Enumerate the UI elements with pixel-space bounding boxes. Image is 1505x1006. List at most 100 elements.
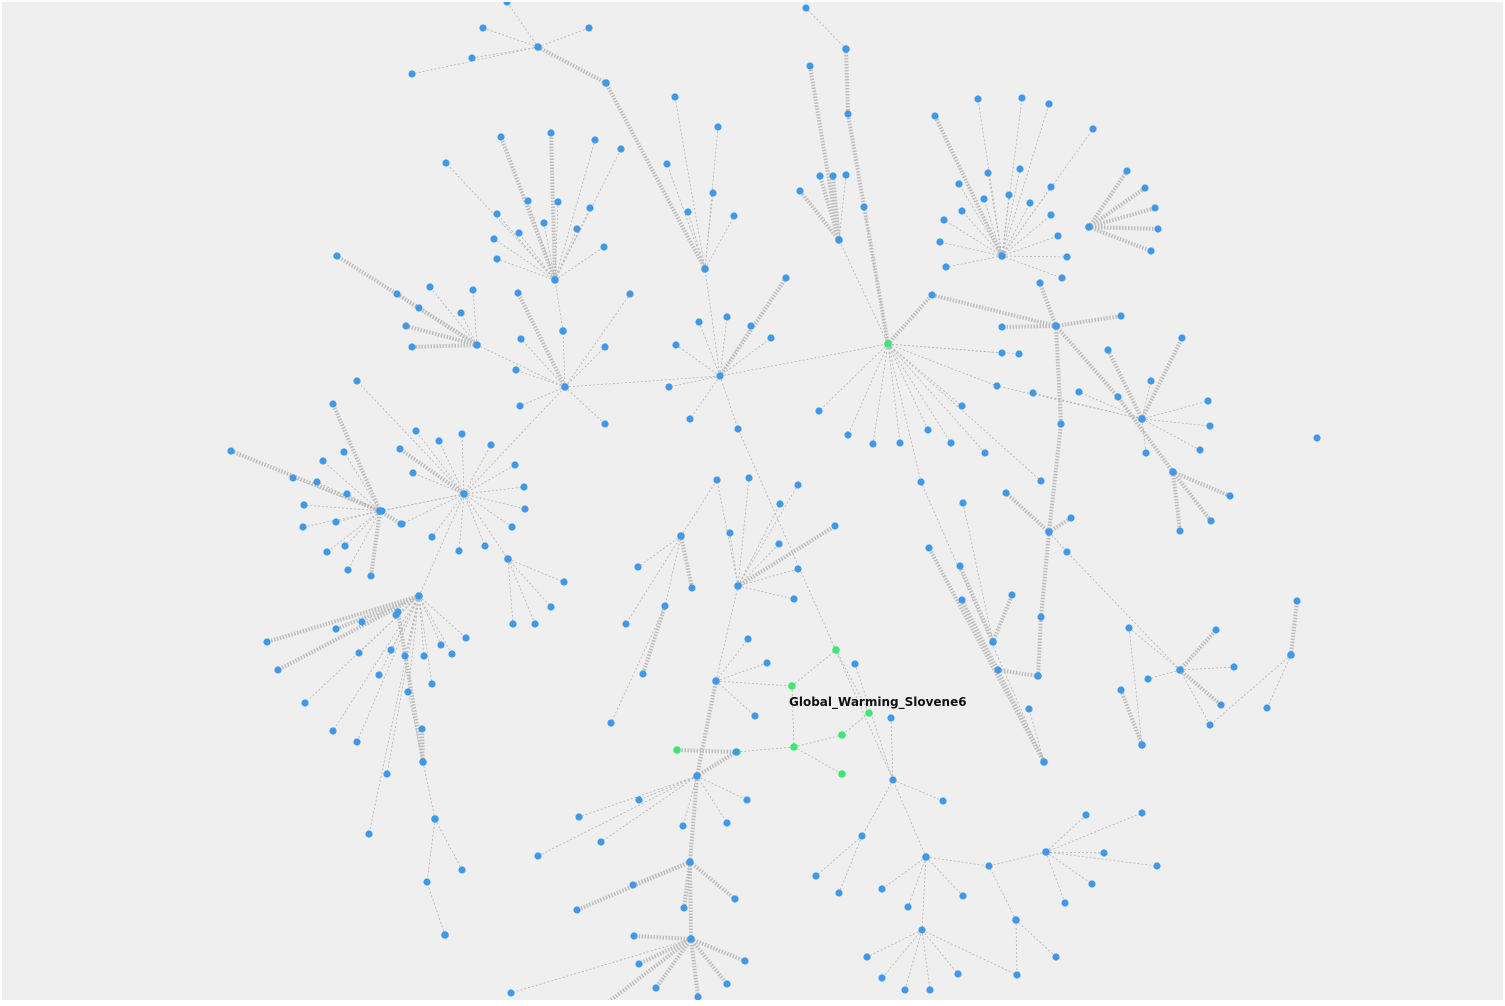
graph-node[interactable] bbox=[838, 731, 846, 739]
graph-node[interactable] bbox=[458, 430, 466, 438]
graph-node[interactable] bbox=[1067, 514, 1075, 522]
graph-node[interactable] bbox=[1085, 223, 1093, 231]
graph-node[interactable] bbox=[980, 195, 988, 203]
graph-node[interactable] bbox=[1036, 279, 1044, 287]
graph-node[interactable] bbox=[313, 478, 321, 486]
graph-node[interactable] bbox=[869, 440, 877, 448]
graph-node[interactable] bbox=[924, 426, 932, 434]
graph-node[interactable] bbox=[387, 646, 395, 654]
graph-node[interactable] bbox=[835, 236, 843, 244]
graph-node[interactable] bbox=[842, 45, 850, 53]
graph-node[interactable] bbox=[1045, 100, 1053, 108]
graph-node[interactable] bbox=[503, 2, 511, 6]
graph-node[interactable] bbox=[512, 366, 520, 374]
graph-node[interactable] bbox=[1063, 253, 1071, 261]
graph-node[interactable] bbox=[630, 932, 638, 940]
graph-node[interactable] bbox=[878, 885, 886, 893]
graph-node[interactable] bbox=[959, 499, 967, 507]
graph-node[interactable] bbox=[1154, 225, 1162, 233]
graph-node[interactable] bbox=[367, 572, 375, 580]
graph-node[interactable] bbox=[884, 340, 892, 348]
graph-node[interactable] bbox=[686, 415, 694, 423]
graph-node[interactable] bbox=[1082, 811, 1090, 819]
graph-node[interactable] bbox=[376, 507, 384, 515]
graph-node[interactable] bbox=[788, 682, 796, 690]
graph-node[interactable] bbox=[1013, 971, 1021, 979]
graph-node[interactable] bbox=[481, 542, 489, 550]
graph-node[interactable] bbox=[1206, 422, 1214, 430]
graph-node[interactable] bbox=[1176, 666, 1184, 674]
graph-node[interactable] bbox=[299, 523, 307, 531]
graph-node[interactable] bbox=[457, 309, 465, 317]
graph-node[interactable] bbox=[1029, 389, 1037, 397]
graph-node[interactable] bbox=[515, 229, 523, 237]
graph-node[interactable] bbox=[504, 555, 512, 563]
graph-node[interactable] bbox=[1125, 624, 1133, 632]
graph-node[interactable] bbox=[732, 748, 740, 756]
graph-node[interactable] bbox=[1052, 953, 1060, 961]
graph-node[interactable] bbox=[473, 341, 481, 349]
graph-node[interactable] bbox=[607, 719, 615, 727]
graph-node[interactable] bbox=[520, 483, 528, 491]
graph-node[interactable] bbox=[1138, 741, 1146, 749]
graph-node[interactable] bbox=[1018, 94, 1026, 102]
graph-node[interactable] bbox=[358, 618, 366, 626]
graph-node[interactable] bbox=[1176, 527, 1184, 535]
graph-node[interactable] bbox=[1054, 232, 1062, 240]
graph-node[interactable] bbox=[687, 935, 695, 943]
graph-node[interactable] bbox=[301, 699, 309, 707]
graph-node[interactable] bbox=[431, 815, 439, 823]
graph-node[interactable] bbox=[426, 283, 434, 291]
graph-node[interactable] bbox=[1138, 415, 1146, 423]
graph-node[interactable] bbox=[942, 263, 950, 271]
graph-node[interactable] bbox=[547, 603, 555, 611]
graph-node[interactable] bbox=[531, 620, 539, 628]
graph-node[interactable] bbox=[516, 402, 524, 410]
graph-node[interactable] bbox=[959, 892, 967, 900]
graph-node[interactable] bbox=[998, 252, 1006, 260]
graph-node[interactable] bbox=[344, 566, 352, 574]
graph-node[interactable] bbox=[1230, 663, 1238, 671]
graph-node[interactable] bbox=[1008, 591, 1016, 599]
graph-node[interactable] bbox=[844, 431, 852, 439]
graph-node[interactable] bbox=[1104, 346, 1112, 354]
graph-node[interactable] bbox=[597, 838, 605, 846]
graph-node[interactable] bbox=[227, 447, 235, 455]
graph-node[interactable] bbox=[419, 758, 427, 766]
graph-node[interactable] bbox=[635, 960, 643, 968]
graph-node[interactable] bbox=[1123, 167, 1131, 175]
graph-node[interactable] bbox=[939, 797, 947, 805]
graph-node[interactable] bbox=[1196, 446, 1204, 454]
graph-node[interactable] bbox=[1047, 211, 1055, 219]
graph-node[interactable] bbox=[1037, 613, 1045, 621]
graph-node[interactable] bbox=[394, 608, 402, 616]
graph-node[interactable] bbox=[601, 420, 609, 428]
graph-node[interactable] bbox=[838, 770, 846, 778]
graph-node[interactable] bbox=[1002, 489, 1010, 497]
graph-node[interactable] bbox=[332, 625, 340, 633]
graph-node[interactable] bbox=[917, 478, 925, 486]
graph-node[interactable] bbox=[365, 830, 373, 838]
graph-node[interactable] bbox=[679, 822, 687, 830]
graph-node[interactable] bbox=[956, 562, 964, 570]
graph-node[interactable] bbox=[1153, 862, 1161, 870]
graph-node[interactable] bbox=[835, 889, 843, 897]
graph-node[interactable] bbox=[751, 712, 759, 720]
graph-node[interactable] bbox=[508, 523, 516, 531]
graph-node[interactable] bbox=[1061, 899, 1069, 907]
graph-node[interactable] bbox=[744, 635, 752, 643]
graph-node[interactable] bbox=[586, 204, 594, 212]
graph-node[interactable] bbox=[794, 565, 802, 573]
graph-node[interactable] bbox=[726, 529, 734, 537]
graph-node[interactable] bbox=[575, 813, 583, 821]
graph-node[interactable] bbox=[686, 858, 694, 866]
graph-node[interactable] bbox=[420, 652, 428, 660]
graph-node[interactable] bbox=[812, 872, 820, 880]
graph-node[interactable] bbox=[1169, 468, 1177, 476]
graph-node[interactable] bbox=[652, 984, 660, 992]
graph-node[interactable] bbox=[534, 852, 542, 860]
graph-node[interactable] bbox=[487, 441, 495, 449]
graph-node[interactable] bbox=[635, 796, 643, 804]
graph-node[interactable] bbox=[802, 4, 810, 12]
